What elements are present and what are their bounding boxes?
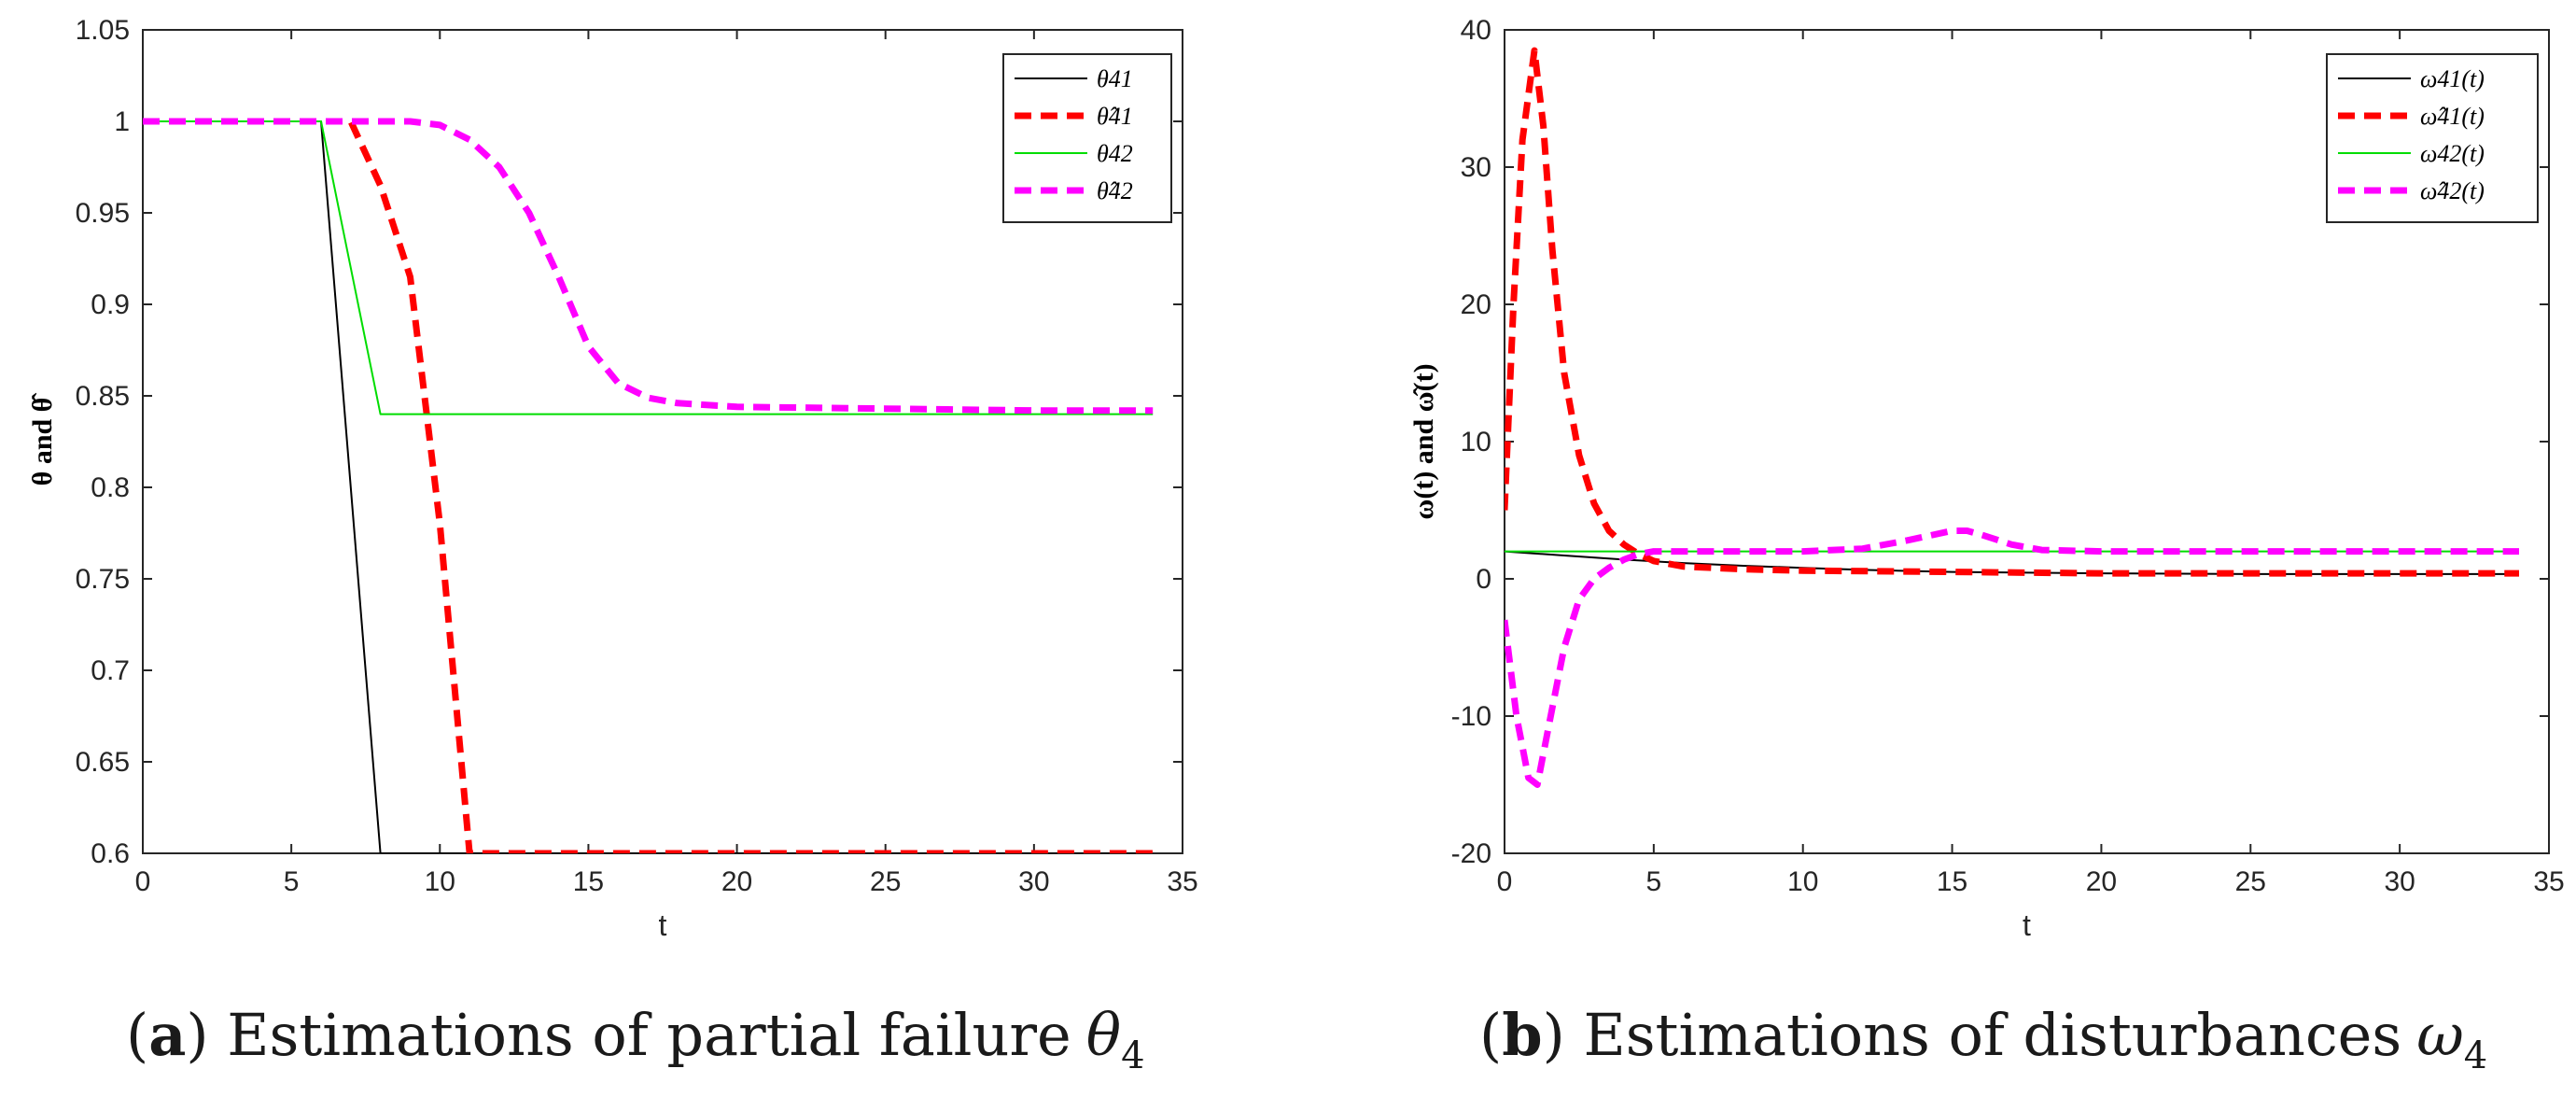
y-tick-label: 0.9 bbox=[91, 289, 130, 320]
caption-paren-close: ) bbox=[1543, 1001, 1584, 1069]
y-tick-label: 1 bbox=[114, 106, 130, 137]
caption-paren-open: ( bbox=[126, 1001, 148, 1069]
legend-label: θ41 bbox=[1097, 65, 1133, 92]
x-tick-label: 15 bbox=[1937, 866, 1967, 897]
y-axis-label: θ and θ̂ bbox=[27, 393, 58, 486]
x-axis-label: t bbox=[659, 908, 667, 942]
caption-paren-open: ( bbox=[1479, 1001, 1502, 1069]
y-tick-label: 30 bbox=[1461, 152, 1491, 183]
x-tick-label: 30 bbox=[2384, 866, 2415, 897]
x-tick-label: 10 bbox=[425, 866, 455, 897]
legend-label: ω42(t) bbox=[2420, 140, 2485, 167]
caption-text: Estimations of disturbances bbox=[1583, 1001, 2401, 1069]
y-tick-label: 0.75 bbox=[76, 564, 130, 595]
caption-letter: b bbox=[1502, 1001, 1542, 1069]
legend-box bbox=[1002, 53, 1172, 223]
x-tick-label: 35 bbox=[2533, 866, 2564, 897]
x-tick-label: 25 bbox=[870, 866, 901, 897]
y-tick-label: 20 bbox=[1461, 289, 1491, 320]
legend-label: θ̂42 bbox=[1097, 177, 1133, 204]
caption-subscript: 4 bbox=[2464, 1034, 2487, 1077]
y-tick-label: 10 bbox=[1461, 427, 1491, 457]
caption-symbol: ω bbox=[2416, 1001, 2464, 1069]
series-line-2 bbox=[143, 118, 1154, 853]
x-tick-label: 10 bbox=[1787, 866, 1818, 897]
y-tick-label: 0 bbox=[1476, 564, 1491, 595]
x-tick-label: 20 bbox=[721, 866, 752, 897]
series-line-4 bbox=[1505, 527, 2519, 788]
panel-b-estimations-of-disturbances: 0 5 10 15 20 25 30 35 -20 -10 0 10 20 30 40 t ω(t) and ω… bbox=[1408, 15, 2565, 1077]
x-tick-label: 20 bbox=[2086, 866, 2117, 897]
caption-symbol: θ bbox=[1086, 1001, 1121, 1069]
panel-a-estimations-of-partial-failure: 0 5 10 15 20 25 30 35 0.6 0.65 0.7 0.75 0.8 0.85 0.9 0.… bbox=[27, 15, 1198, 1077]
x-tick-label: 0 bbox=[135, 866, 151, 897]
series-line-2 bbox=[1505, 47, 2519, 577]
series-line-4 bbox=[143, 118, 1154, 415]
y-tick-label: 0.85 bbox=[76, 381, 130, 412]
x-tick-label: 15 bbox=[573, 866, 604, 897]
legend-label: ω41(t) bbox=[2420, 65, 2485, 92]
legend: θ41 θ̂41 θ42 θ̂42 bbox=[1002, 53, 1172, 223]
caption-text: Estimations of partial failure bbox=[227, 1001, 1071, 1069]
y-tick-label: -10 bbox=[1451, 701, 1491, 732]
x-tick-label: 5 bbox=[284, 866, 300, 897]
caption-letter: a bbox=[148, 1001, 186, 1069]
y-tick-label: -20 bbox=[1451, 838, 1491, 869]
y-tick-label: 0.6 bbox=[91, 838, 130, 869]
caption: (a) Estimations of partial failure θ4 bbox=[126, 1001, 1145, 1077]
x-tick-label: 5 bbox=[1646, 866, 1662, 897]
y-tick-label: 1.05 bbox=[76, 15, 130, 46]
legend-box bbox=[2326, 53, 2539, 223]
y-tick-label: 0.65 bbox=[76, 747, 130, 778]
y-tick-label: 40 bbox=[1461, 15, 1491, 46]
legend: ω41(t) ω̂41(t) ω42(t) ω̂42(t) bbox=[2326, 53, 2539, 223]
x-tick-label: 25 bbox=[2235, 866, 2266, 897]
legend-label: ω̂41(t) bbox=[2420, 103, 2485, 130]
caption: (b) Estimations of disturbances ω4 bbox=[1479, 1001, 2487, 1077]
y-tick-label: 0.8 bbox=[91, 472, 130, 503]
legend-label: ω̂42(t) bbox=[2420, 177, 2485, 204]
y-tick-label: 0.95 bbox=[76, 198, 130, 229]
x-tick-label: 30 bbox=[1018, 866, 1049, 897]
legend-label: θ̂41 bbox=[1097, 103, 1133, 130]
y-tick-label: 0.7 bbox=[91, 655, 130, 686]
x-tick-label: 0 bbox=[1497, 866, 1513, 897]
x-tick-label: 35 bbox=[1167, 866, 1197, 897]
caption-subscript: 4 bbox=[1121, 1034, 1144, 1077]
x-axis-label: t bbox=[2023, 908, 2031, 942]
caption-paren-close: ) bbox=[186, 1001, 227, 1069]
y-axis-label: ω(t) and ω̂(t) bbox=[1408, 363, 1439, 519]
legend-label: θ42 bbox=[1097, 140, 1133, 167]
